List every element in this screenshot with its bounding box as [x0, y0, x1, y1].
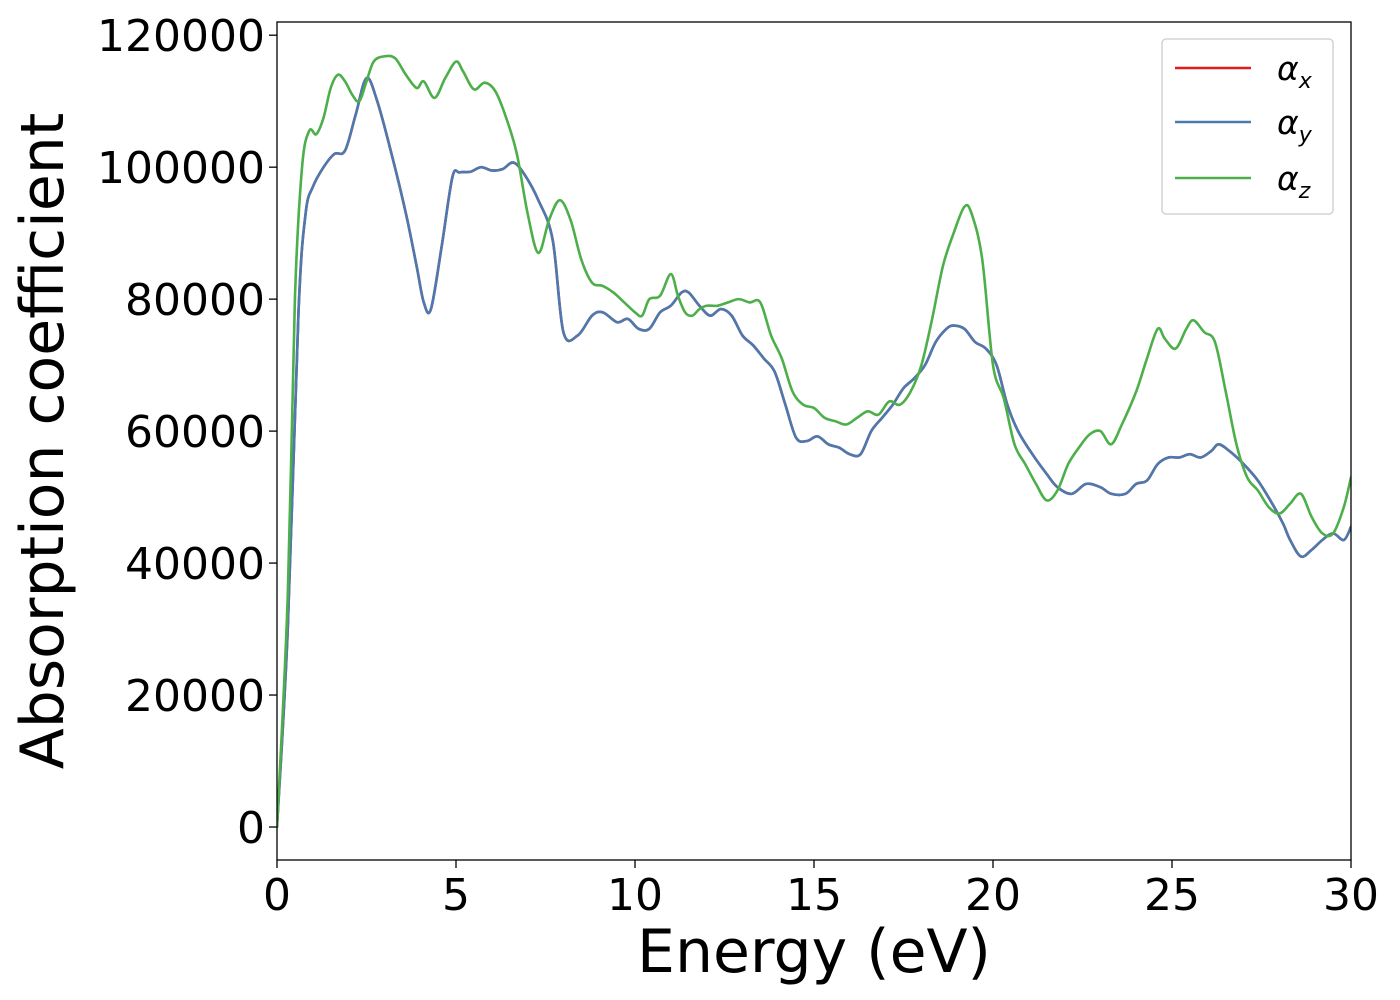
- legend-label-y: αy: [1277, 103, 1313, 148]
- y-axis-title: Absorption coefficient: [8, 113, 78, 770]
- x-tick-label: 10: [607, 870, 663, 921]
- legend-label-z: αz: [1277, 159, 1311, 204]
- y-axis-ticks: 0 20000 40000 60000 80000 100000 120000: [97, 11, 277, 854]
- x-tick-label: 15: [786, 870, 842, 921]
- y-tick-label: 80000: [125, 275, 265, 326]
- x-axis-ticks: 0 5 10 15 20 25 30: [263, 860, 1379, 921]
- x-tick-label: 25: [1144, 870, 1200, 921]
- x-tick-label: 20: [965, 870, 1021, 921]
- y-tick-label: 40000: [125, 539, 265, 590]
- x-axis-title: Energy (eV): [637, 917, 991, 987]
- series-layer: [277, 54, 1351, 829]
- y-tick-label: 0: [237, 803, 265, 854]
- series-line-y: [277, 76, 1351, 829]
- y-tick-label: 60000: [125, 407, 265, 458]
- y-tick-label: 100000: [97, 143, 265, 194]
- x-tick-label: 0: [263, 870, 291, 921]
- legend-frame: [1161, 38, 1334, 215]
- series-line-z: [277, 54, 1351, 829]
- legend: αx αy αz: [1161, 38, 1334, 215]
- y-tick-label: 20000: [125, 671, 265, 722]
- x-tick-label: 30: [1323, 870, 1379, 921]
- legend-label-x: αx: [1277, 49, 1313, 94]
- x-tick-label: 5: [442, 870, 470, 921]
- y-tick-label: 120000: [97, 11, 265, 62]
